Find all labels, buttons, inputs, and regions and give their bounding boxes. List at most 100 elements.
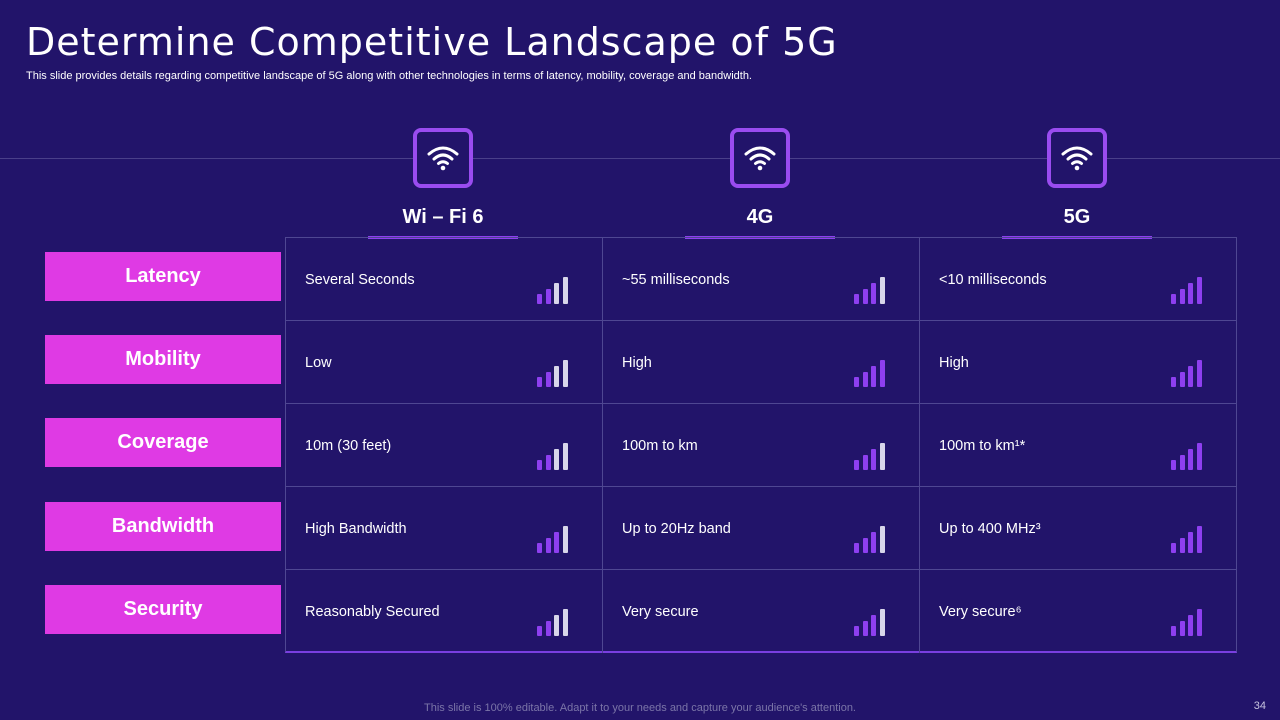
cell-value: High [622,355,652,371]
wifi-icon [1047,128,1107,188]
signal-bar [1171,460,1176,470]
page-subtitle: This slide provides details regarding co… [26,70,752,82]
signal-bar [871,449,876,470]
signal-bar [562,609,568,636]
table-cell: High [603,321,920,404]
signal-bar [1188,615,1193,636]
signal-bar [545,372,551,387]
signal-bars-icon [1171,359,1211,387]
cell-value: <10 milliseconds [939,272,1047,288]
technology-label: 5G [1063,206,1091,228]
row-label-bandwidth: Bandwidth [45,501,281,551]
signal-bar [1188,366,1193,387]
signal-bar [862,372,868,387]
signal-bar [562,526,568,553]
table-cell: Reasonably Secured [286,570,603,653]
signal-bar [554,449,559,470]
table-cell: Up to 400 MHz³ [920,487,1237,570]
signal-bar [1196,360,1202,387]
signal-bar [554,283,559,304]
footer-note: This slide is 100% editable. Adapt it to… [424,702,856,714]
cell-value: Up to 400 MHz³ [939,521,1041,537]
row-label-latency: Latency [45,252,281,301]
signal-bar [537,460,542,470]
cell-value: Low [305,355,332,371]
signal-bar [862,289,868,304]
page-number: 34 [1253,700,1266,712]
signal-bars-icon [854,442,894,470]
signal-bar [1196,526,1202,553]
signal-bar [1179,455,1185,470]
cell-value: Several Seconds [305,272,415,288]
signal-bar [871,615,876,636]
signal-bar [854,460,859,470]
signal-bar [871,283,876,304]
signal-bar [879,609,885,636]
cell-value: ~55 milliseconds [622,272,730,288]
cell-value: High [939,355,969,371]
table-cell: 100m to km¹* [920,404,1237,487]
signal-bars-icon [854,525,894,553]
signal-bar [562,360,568,387]
signal-bar [554,366,559,387]
page-title: Determine Competitive Landscape of 5G [26,20,838,64]
table-cell: High Bandwidth [286,487,603,570]
signal-bar [1171,294,1176,304]
cell-value: Reasonably Secured [305,604,440,620]
signal-bar [554,615,559,636]
signal-bar [854,294,859,304]
signal-bar [537,294,542,304]
cell-value: Very secure⁶ [939,604,1022,620]
signal-bar [1171,377,1176,387]
table-cell: ~55 milliseconds [603,238,920,321]
signal-bar [1171,626,1176,636]
signal-bar [545,455,551,470]
wifi-icon [413,128,473,188]
signal-bar [545,289,551,304]
signal-bars-icon [854,359,894,387]
signal-bar [879,526,885,553]
signal-bar [1171,543,1176,553]
technology-label: Wi – Fi 6 [402,206,484,228]
signal-bar [1188,532,1193,553]
signal-bar [1196,277,1202,304]
table-cell: High [920,321,1237,404]
signal-bars-icon [1171,442,1211,470]
signal-bar [545,538,551,553]
row-label-mobility: Mobility [45,335,281,385]
cell-value: 100m to km [622,438,698,454]
signal-bar [1179,289,1185,304]
signal-bar [871,366,876,387]
signal-bars-icon [1171,525,1211,553]
signal-bar [854,543,859,553]
signal-bar [871,532,876,553]
signal-bar [562,443,568,470]
signal-bar [537,626,542,636]
table-cell: Low [286,321,603,404]
signal-bar [854,626,859,636]
row-label-security: Security [45,584,281,634]
row-label-coverage: Coverage [45,418,281,468]
signal-bars-icon [1171,608,1211,636]
signal-bar [879,443,885,470]
signal-bar [1188,449,1193,470]
comparison-table: Several Seconds ~55 milliseconds <10 milli… [285,237,1237,653]
signal-bar [862,621,868,636]
signal-bar [562,277,568,304]
cell-value: High Bandwidth [305,521,407,537]
signal-bar [862,455,868,470]
signal-bar [862,538,868,553]
table-cell: 10m (30 feet) [286,404,603,487]
signal-bars-icon [537,276,577,304]
signal-bars-icon [854,608,894,636]
signal-bar [554,532,559,553]
wifi-icon [730,128,790,188]
signal-bar [1179,621,1185,636]
signal-bar [854,377,859,387]
signal-bar [1196,443,1202,470]
signal-bars-icon [537,608,577,636]
technology-label: 4G [746,206,774,228]
signal-bars-icon [1171,276,1211,304]
header-divider [0,158,1280,159]
signal-bars-icon [854,276,894,304]
